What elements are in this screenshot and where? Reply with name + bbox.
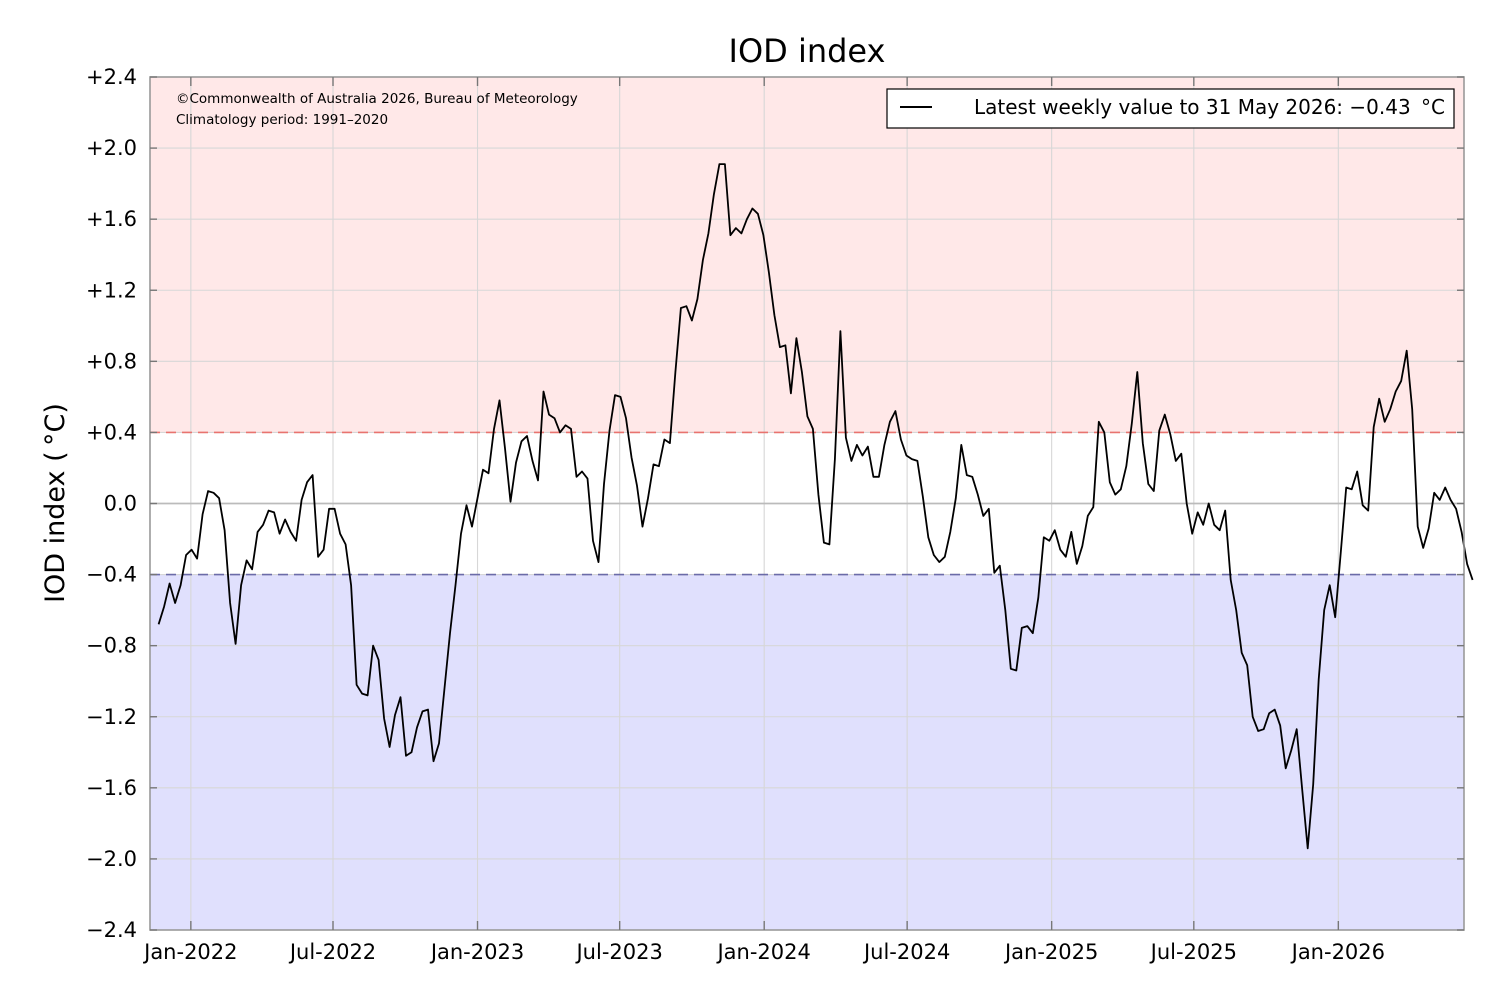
y-tick-label-6: 0.0 — [104, 492, 137, 516]
legend-box — [886, 88, 1455, 129]
y-tick-label-1: +2.0 — [86, 136, 137, 160]
x-tick-label-2: Jan-2023 — [429, 940, 524, 964]
x-tick-label-8: Jan-2026 — [1290, 940, 1385, 964]
x-tick-label-3: Jul-2023 — [574, 940, 662, 964]
x-tick-label-4: Jan-2024 — [715, 940, 810, 964]
legend: Latest weekly value to 31 May 2026: −0.4… — [886, 88, 1455, 129]
axis-ticks: +2.4 +2.0 +1.6 +1.2 +0.8 +0.4 0.0 −0.4 −0.8 −1.2 −… — [86, 65, 1464, 964]
threshold-bands — [150, 77, 1464, 930]
y-tick-label-0: +2.4 — [86, 65, 137, 89]
y-tick-label-8: −0.8 — [86, 634, 137, 658]
positive-iod-band — [150, 77, 1464, 433]
y-tick-label-3: +1.2 — [86, 278, 137, 302]
legend-entry-latest-weekly-value: Latest weekly value to 31 May 2026: −0.4… — [974, 95, 1445, 119]
x-tick-label-6: Jan-2025 — [1003, 940, 1098, 964]
series-layer — [157, 163, 1474, 850]
copyright-note: ©Commonwealth of Australia 2026, Bureau … — [176, 91, 578, 107]
y-tick-label-10: −1.6 — [86, 776, 137, 800]
negative-iod-band — [150, 574, 1464, 930]
x-tick-label-0: Jan-2022 — [142, 940, 237, 964]
chart-title: IOD index — [729, 32, 886, 70]
climatology-note: Climatology period: 1991–2020 — [176, 112, 388, 128]
y-tick-label-11: −2.0 — [86, 847, 137, 871]
x-tick-label-7: Jul-2025 — [1149, 940, 1237, 964]
y-tick-label-4: +0.8 — [86, 349, 137, 373]
series-line-0 — [157, 163, 1474, 850]
annotations: ©Commonwealth of Australia 2026, Bureau … — [176, 91, 578, 128]
y-tick-label-2: +1.6 — [86, 207, 137, 231]
y-axis-label: IOD index ( °C) — [40, 403, 71, 603]
x-tick-label-5: Jul-2024 — [862, 940, 950, 964]
y-tick-label-5: +0.4 — [86, 420, 137, 444]
reference-lines — [150, 431, 1464, 576]
y-tick-label-7: −0.4 — [86, 563, 137, 587]
y-tick-label-12: −2.4 — [86, 918, 137, 942]
x-tick-label-1: Jul-2022 — [288, 940, 376, 964]
y-tick-label-9: −1.2 — [86, 705, 137, 729]
